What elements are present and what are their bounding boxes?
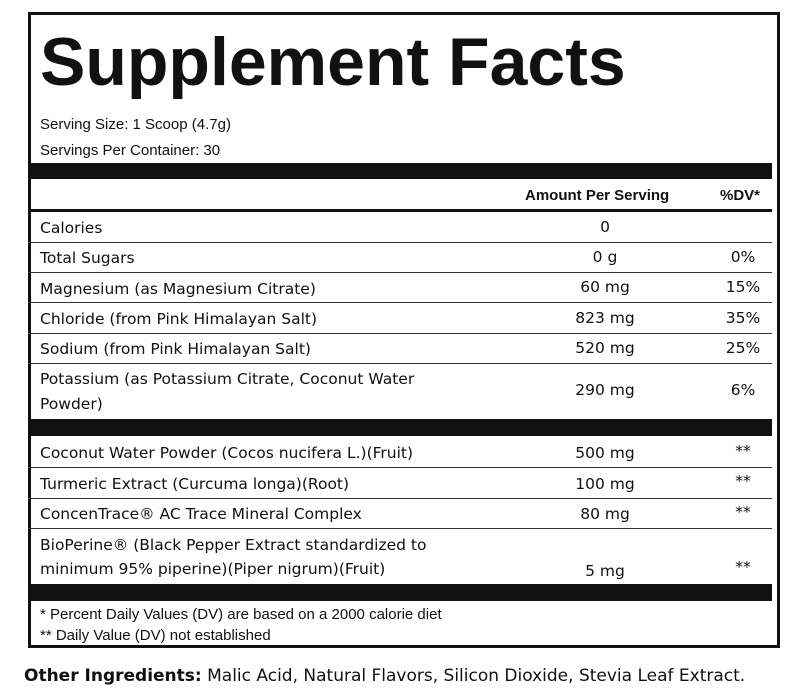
- supplement-facts-panel: [28, 12, 780, 648]
- header-amount: Amount Per Serving: [525, 187, 670, 204]
- row-amount: 0 g: [592, 248, 618, 266]
- row-dv: 6%: [730, 381, 756, 399]
- header-rule: [28, 209, 772, 212]
- other-ingredients-text: Malic Acid, Natural Flavors, Silicon Dio…: [207, 666, 746, 686]
- row-divider: [28, 363, 772, 364]
- row-name: Coconut Water Powder (Cocos nucifera L.)…: [40, 444, 414, 462]
- row-dv: **: [735, 558, 751, 576]
- row-dv: 0%: [730, 248, 756, 266]
- row-name: BioPerine® (Black Pepper Extract standar…: [40, 536, 427, 554]
- thick-divider-bottom: [28, 584, 772, 601]
- other-ingredients: Other Ingredients: Malic Acid, Natural F…: [24, 665, 745, 687]
- footnote-not-established: ** Daily Value (DV) not established: [40, 627, 271, 644]
- row-amount: 60 mg: [580, 278, 630, 296]
- row-name: Turmeric Extract (Curcuma longa)(Root): [40, 475, 350, 493]
- row-divider: [28, 528, 772, 529]
- row-name: Magnesium (as Magnesium Citrate): [40, 280, 316, 298]
- servings-per-container: Servings Per Container: 30: [40, 142, 221, 159]
- row-divider: [28, 272, 772, 273]
- serving-size: Serving Size: 1 Scoop (4.7g): [40, 116, 231, 133]
- row-name: Calories: [40, 219, 103, 237]
- row-dv: 35%: [725, 309, 761, 327]
- row-divider: [28, 333, 772, 334]
- row-amount: 520 mg: [575, 339, 635, 357]
- row-dv: 15%: [725, 278, 761, 296]
- row-amount: 80 mg: [580, 505, 630, 523]
- row-name: Total Sugars: [40, 249, 135, 267]
- row-divider: [28, 498, 772, 499]
- row-amount: 290 mg: [575, 381, 635, 399]
- row-amount: 500 mg: [575, 444, 635, 462]
- header-dv: %DV*: [720, 187, 761, 204]
- row-name: Sodium (from Pink Himalayan Salt): [40, 340, 311, 358]
- row-divider: [28, 242, 772, 243]
- row-name: ConcenTrace® AC Trace Mineral Complex: [40, 505, 362, 523]
- row-dv: **: [735, 503, 751, 521]
- row-amount: 5 mg: [585, 562, 625, 580]
- row-name-continued: Powder): [40, 395, 103, 413]
- row-dv: **: [735, 472, 751, 490]
- row-amount: 823 mg: [575, 309, 635, 327]
- footnote-dv: * Percent Daily Values (DV) are based on…: [40, 606, 442, 623]
- row-divider: [28, 467, 772, 468]
- panel-title: Supplement Facts: [40, 24, 626, 100]
- thick-divider-top: [28, 163, 772, 179]
- row-dv: **: [735, 442, 751, 460]
- row-name: Potassium (as Potassium Citrate, Coconut…: [40, 370, 415, 388]
- other-ingredients-label: Other Ingredients:: [24, 666, 202, 686]
- row-name-continued: minimum 95% piperine)(Piper nigrum)(Frui…: [40, 560, 386, 578]
- row-divider: [28, 302, 772, 303]
- row-amount: 100 mg: [575, 475, 635, 493]
- thick-divider-middle: [28, 419, 772, 436]
- row-name: Chloride (from Pink Himalayan Salt): [40, 310, 318, 328]
- row-amount: 0: [600, 218, 610, 236]
- row-dv: 25%: [725, 339, 761, 357]
